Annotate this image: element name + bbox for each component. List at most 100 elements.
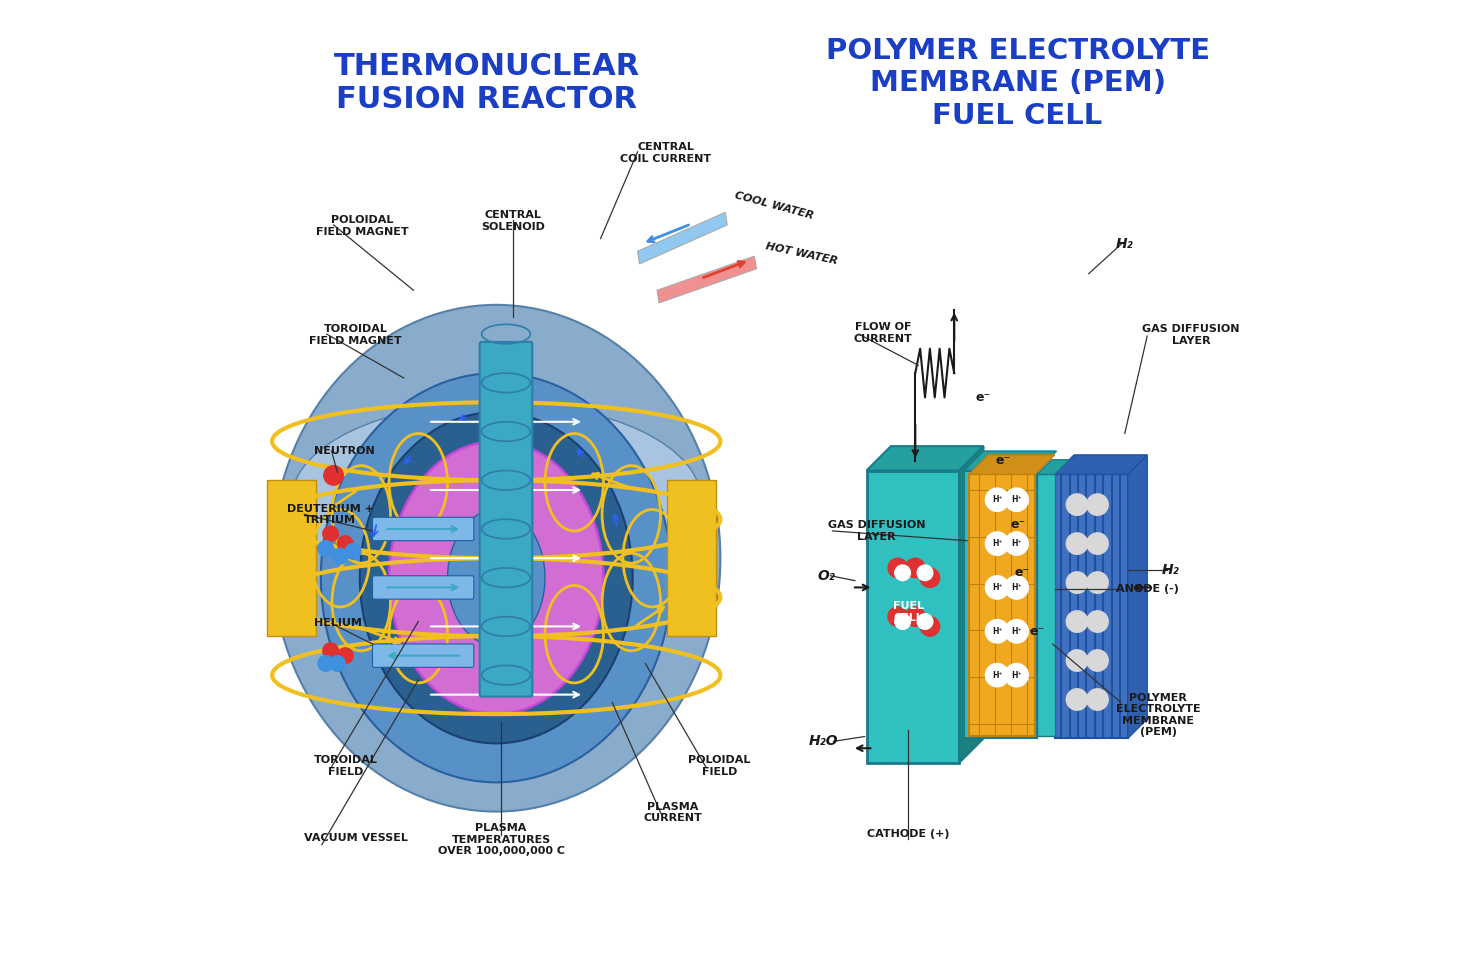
- Text: ANODE (-): ANODE (-): [1116, 584, 1179, 595]
- Text: THERMONUCLEAR
FUSION REACTOR: THERMONUCLEAR FUSION REACTOR: [334, 52, 639, 114]
- Circle shape: [895, 565, 910, 580]
- Text: e⁻: e⁻: [1014, 566, 1030, 579]
- Polygon shape: [969, 455, 1054, 474]
- Text: DEUTERIUM +
TRITIUM: DEUTERIUM + TRITIUM: [287, 504, 373, 525]
- Polygon shape: [1036, 460, 1069, 474]
- Ellipse shape: [360, 412, 632, 744]
- Bar: [969, 474, 1035, 736]
- Ellipse shape: [291, 403, 701, 597]
- Text: CATHODE (+): CATHODE (+): [867, 829, 950, 839]
- Text: PLASMA
CURRENT: PLASMA CURRENT: [644, 802, 703, 823]
- Text: H⁺: H⁺: [1011, 627, 1022, 636]
- Circle shape: [345, 544, 360, 560]
- Bar: [1036, 474, 1054, 736]
- Text: H⁺: H⁺: [992, 539, 1003, 548]
- Text: GAS DIFFUSION
LAYER: GAS DIFFUSION LAYER: [1142, 324, 1239, 346]
- Ellipse shape: [447, 510, 545, 646]
- Circle shape: [985, 532, 1008, 556]
- Text: POLYMER ELECTROLYTE
MEMBRANE (PEM)
FUEL CELL: POLYMER ELECTROLYTE MEMBRANE (PEM) FUEL …: [826, 37, 1210, 129]
- Polygon shape: [638, 213, 728, 264]
- Text: H⁺: H⁺: [1011, 583, 1022, 592]
- Text: VACUUM VESSEL: VACUUM VESSEL: [304, 833, 409, 843]
- Circle shape: [888, 607, 907, 626]
- Text: NEUTRON: NEUTRON: [315, 446, 375, 456]
- Ellipse shape: [320, 373, 672, 782]
- Text: TOROIDAL
FIELD MAGNET: TOROIDAL FIELD MAGNET: [309, 324, 401, 346]
- Circle shape: [1086, 494, 1108, 515]
- Polygon shape: [964, 451, 1057, 470]
- Bar: [268, 480, 316, 636]
- Text: e⁻: e⁻: [1029, 625, 1045, 638]
- Text: H₂: H₂: [1161, 563, 1179, 577]
- Text: e⁻: e⁻: [1010, 517, 1025, 530]
- Circle shape: [985, 619, 1008, 643]
- Circle shape: [920, 616, 939, 636]
- Text: POLOIDAL
FIELD: POLOIDAL FIELD: [688, 755, 751, 776]
- Circle shape: [985, 488, 1008, 512]
- Circle shape: [1066, 689, 1088, 710]
- Text: e⁻: e⁻: [995, 455, 1010, 467]
- Circle shape: [1066, 650, 1088, 671]
- Text: H₂: H₂: [1116, 237, 1133, 252]
- Bar: [964, 470, 1036, 739]
- Text: CENTRAL
COIL CURRENT: CENTRAL COIL CURRENT: [620, 142, 711, 164]
- Polygon shape: [657, 256, 757, 303]
- Circle shape: [917, 613, 933, 629]
- Text: H⁺: H⁺: [1011, 539, 1022, 548]
- Circle shape: [985, 663, 1008, 687]
- Circle shape: [917, 565, 933, 580]
- Text: H⁺: H⁺: [992, 627, 1003, 636]
- Circle shape: [906, 607, 925, 626]
- Text: e⁻: e⁻: [976, 391, 991, 404]
- Text: H⁺: H⁺: [992, 583, 1003, 592]
- Circle shape: [1086, 533, 1108, 555]
- Text: PLASMA
TEMPERATURES
OVER 100,000,000 C: PLASMA TEMPERATURES OVER 100,000,000 C: [438, 823, 564, 857]
- Circle shape: [1005, 532, 1029, 556]
- Circle shape: [338, 536, 353, 552]
- Bar: [1054, 470, 1127, 739]
- Circle shape: [920, 568, 939, 587]
- Text: H⁺: H⁺: [992, 670, 1003, 680]
- FancyBboxPatch shape: [479, 342, 532, 697]
- Circle shape: [1066, 572, 1088, 593]
- Polygon shape: [1054, 455, 1147, 474]
- Text: COOL WATER: COOL WATER: [734, 190, 814, 220]
- Circle shape: [1066, 611, 1088, 632]
- Ellipse shape: [390, 441, 604, 714]
- Circle shape: [318, 656, 334, 671]
- Circle shape: [318, 541, 334, 557]
- Text: POLYMER
ELECTROLYTE
MEMBRANE
(PEM): POLYMER ELECTROLYTE MEMBRANE (PEM): [1116, 693, 1201, 738]
- Text: H₂O: H₂O: [809, 734, 838, 749]
- Circle shape: [985, 576, 1008, 599]
- Polygon shape: [958, 446, 983, 762]
- Text: HOT WATER: HOT WATER: [764, 241, 838, 266]
- Text: CENTRAL
SOLENOID: CENTRAL SOLENOID: [481, 210, 545, 232]
- Circle shape: [1086, 689, 1108, 710]
- Text: H⁺: H⁺: [992, 495, 1003, 505]
- FancyBboxPatch shape: [372, 576, 473, 599]
- Text: FUEL
CELL: FUEL CELL: [892, 601, 925, 622]
- Circle shape: [1086, 650, 1108, 671]
- Text: POLOIDAL
FIELD MAGNET: POLOIDAL FIELD MAGNET: [316, 215, 409, 236]
- Text: O₂: O₂: [817, 568, 835, 583]
- Text: HELIUM: HELIUM: [315, 618, 362, 628]
- Circle shape: [1066, 533, 1088, 555]
- Bar: [866, 470, 958, 762]
- Text: H⁺: H⁺: [1011, 495, 1022, 505]
- Text: TOROIDAL
FIELD: TOROIDAL FIELD: [315, 755, 378, 776]
- Circle shape: [1086, 572, 1108, 593]
- Circle shape: [1005, 619, 1029, 643]
- Circle shape: [1005, 663, 1029, 687]
- FancyBboxPatch shape: [372, 644, 473, 667]
- Circle shape: [888, 559, 907, 577]
- Circle shape: [329, 656, 345, 671]
- Text: H⁺: H⁺: [1011, 670, 1022, 680]
- Polygon shape: [866, 446, 983, 470]
- Circle shape: [1066, 494, 1088, 515]
- Circle shape: [895, 613, 910, 629]
- Circle shape: [323, 466, 344, 485]
- Text: FLOW OF
CURRENT: FLOW OF CURRENT: [854, 322, 913, 344]
- Polygon shape: [1127, 455, 1147, 739]
- Circle shape: [332, 549, 348, 564]
- Circle shape: [323, 643, 338, 659]
